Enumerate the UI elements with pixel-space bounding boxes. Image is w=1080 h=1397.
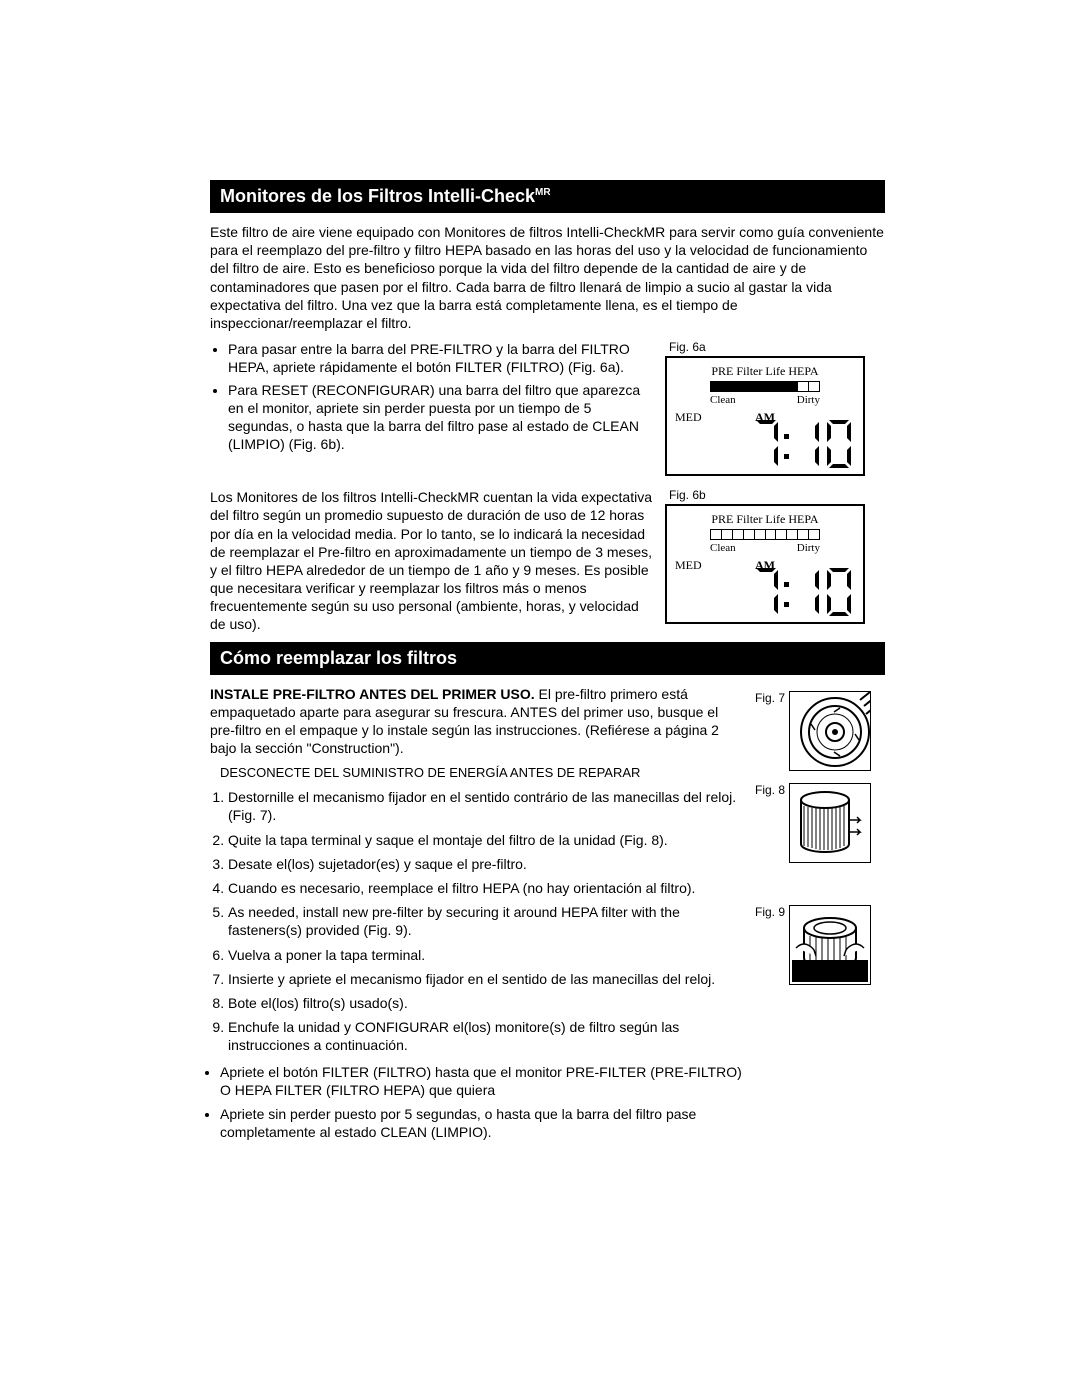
steps-list: Destornille el mecanismo fijador en el s…: [228, 788, 745, 1054]
row-bullets-fig6a: Para pasar entre la barra del PRE-FILTRO…: [210, 340, 885, 488]
row-para2-fig6b: Los Monitores de los filtros Intelli-Che…: [210, 488, 885, 642]
fig9-box: [789, 905, 871, 985]
step-9: Enchufe la unidad y CONFIGURAR el(los) m…: [228, 1018, 745, 1054]
filter-bar-6a: [710, 381, 820, 392]
col-fig6a: Fig. 6a PRE Filter Life HEPA Clean Dirty…: [665, 340, 885, 488]
document-page: Monitores de los Filtros Intelli-CheckMR…: [0, 0, 1080, 1269]
col-section2-text: INSTALE PRE-FILTRO ANTES DEL PRIMER USO.…: [210, 685, 745, 1150]
dirty-label: Dirty: [797, 394, 820, 406]
lcd-panel-6b: PRE Filter Life HEPA Clean Dirty MED AM: [665, 504, 865, 624]
col-fig6b: Fig. 6b PRE Filter Life HEPA Clean Dirty…: [665, 488, 885, 636]
end-bullet-1: Apriete el botón FILTER (FILTRO) hasta q…: [220, 1063, 745, 1099]
section-1-title: Monitores de los Filtros Intelli-CheckMR: [210, 180, 885, 213]
end-bullets: Apriete el botón FILTER (FILTRO) hasta q…: [220, 1063, 745, 1142]
bar-label-6a: PRE Filter Life HEPA: [675, 364, 855, 379]
title-sup: MR: [535, 187, 551, 198]
digit-0: [825, 566, 853, 618]
lead-bold: INSTALE PRE-FILTRO ANTES DEL PRIMER USO.: [210, 686, 535, 702]
med-label-6a: MED: [675, 410, 702, 425]
fig7-wrap: Fig. 7: [755, 691, 871, 783]
step-7: Insierte y apriete el mecanismo fijador …: [228, 970, 745, 988]
filter-segment: [808, 529, 820, 540]
clean-dirty-row-6b: Clean Dirty: [710, 542, 820, 554]
col-bullets: Para pasar entre la barra del PRE-FILTRO…: [210, 340, 655, 463]
row-section2: INSTALE PRE-FILTRO ANTES DEL PRIMER USO.…: [210, 685, 885, 1150]
clean-label: Clean: [710, 394, 736, 406]
paragraph-2: Los Monitores de los filtros Intelli-Che…: [210, 488, 655, 634]
digit-7: [752, 418, 780, 470]
fig8-wrap: Fig. 8: [755, 783, 871, 875]
fig9-label: Fig. 9: [755, 905, 785, 919]
step-6: Vuelva a poner la tapa terminal.: [228, 946, 745, 964]
digit-1: [793, 418, 821, 470]
col-para2: Los Monitores de los filtros Intelli-Che…: [210, 488, 655, 642]
step-2: Quite la tapa terminal y saque el montaj…: [228, 831, 745, 849]
bullet-1: Para pasar entre la barra del PRE-FILTRO…: [228, 340, 655, 376]
fig6a-label: Fig. 6a: [669, 340, 885, 354]
fig7-label: Fig. 7: [755, 691, 785, 705]
fig9-wrap: Fig. 9: [755, 905, 871, 997]
clean-label-b: Clean: [710, 542, 736, 554]
step-5: As needed, install new pre-filter by sec…: [228, 903, 745, 939]
end-bullet-2: Apriete sin perder puesto por 5 segundas…: [220, 1105, 745, 1141]
filter-hands-icon: [790, 906, 870, 984]
lead-paragraph: INSTALE PRE-FILTRO ANTES DEL PRIMER USO.…: [210, 685, 745, 758]
fig8-box: [789, 783, 871, 863]
step-3: Desate el(los) sujetador(es) y saque el …: [228, 855, 745, 873]
lcd-panel-6a: PRE Filter Life HEPA Clean Dirty MED AM: [665, 356, 865, 476]
bullet-list-1: Para pasar entre la barra del PRE-FILTRO…: [228, 340, 655, 453]
time-colon: [784, 574, 789, 618]
digit-7: [752, 566, 780, 618]
filter-top-icon: [790, 692, 870, 770]
time-digits-6a: [752, 418, 853, 470]
time-digits-6b: [752, 566, 853, 618]
clean-dirty-row-6a: Clean Dirty: [710, 394, 820, 406]
filter-segment: [808, 381, 820, 392]
bullet-2: Para RESET (RECONFIGURAR) una barra del …: [228, 381, 655, 454]
filter-bar-6b: [710, 529, 820, 540]
step-8: Bote el(los) filtro(s) usado(s).: [228, 994, 745, 1012]
figs-right-col: Fig. 7 Fig. 8: [755, 685, 885, 997]
digit-1: [793, 566, 821, 618]
dirty-label-b: Dirty: [797, 542, 820, 554]
section-2-title: Cómo reemplazar los filtros: [210, 642, 885, 675]
title-text: Monitores de los Filtros Intelli-Check: [220, 186, 535, 206]
bar-label-6b: PRE Filter Life HEPA: [675, 512, 855, 527]
step-4: Cuando es necesario, reemplace el filtro…: [228, 879, 745, 897]
filter-side-icon: [790, 784, 870, 862]
time-colon: [784, 426, 789, 470]
intro-paragraph: Este filtro de aire viene equipado con M…: [210, 223, 885, 332]
med-label-6b: MED: [675, 558, 702, 573]
fig6b-label: Fig. 6b: [669, 488, 885, 502]
warning-line: DESCONECTE DEL SUMINISTRO DE ENERGÍA ANT…: [220, 765, 745, 782]
fig7-box: [789, 691, 871, 771]
step-1: Destornille el mecanismo fijador en el s…: [228, 788, 745, 824]
fig8-label: Fig. 8: [755, 783, 785, 797]
digit-0: [825, 418, 853, 470]
